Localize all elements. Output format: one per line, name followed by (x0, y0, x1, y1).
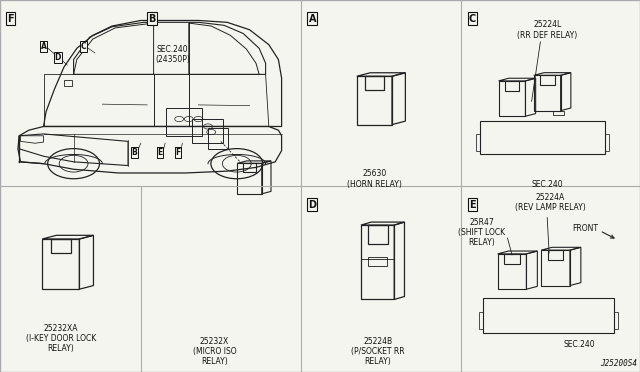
Text: 25224A
(REV LAMP RELAY): 25224A (REV LAMP RELAY) (515, 193, 586, 212)
Text: E: E (469, 200, 476, 209)
Text: D: D (54, 53, 61, 62)
Text: B: B (148, 14, 156, 23)
Text: SEC.240: SEC.240 (563, 340, 595, 349)
Text: 25224B
(P/SOCKET RR
RELAY): 25224B (P/SOCKET RR RELAY) (351, 337, 404, 366)
Bar (208, 128, 228, 149)
Bar (166, 108, 202, 136)
Text: FRONT: FRONT (572, 224, 598, 233)
Text: 25232XA
(I-KEY DOOR LOCK
RELAY): 25232XA (I-KEY DOOR LOCK RELAY) (26, 324, 96, 353)
Bar (614, 312, 618, 330)
Bar (480, 121, 605, 154)
Bar (369, 257, 387, 266)
Bar (483, 298, 614, 333)
Text: A: A (308, 14, 316, 23)
Text: F: F (175, 148, 180, 157)
Text: 25R47
(SHIFT LOCK
RELAY): 25R47 (SHIFT LOCK RELAY) (458, 218, 506, 247)
Text: C: C (468, 14, 476, 23)
Text: B: B (132, 148, 137, 157)
Bar (192, 119, 223, 143)
Text: F: F (8, 14, 14, 23)
Bar (476, 134, 480, 151)
Bar (605, 134, 609, 151)
Text: A: A (40, 42, 47, 51)
Bar (553, 111, 564, 115)
Text: 25224L
(RR DEF RELAY): 25224L (RR DEF RELAY) (517, 20, 577, 40)
Text: SEC.240
(24350P): SEC.240 (24350P) (156, 45, 190, 64)
Bar (479, 312, 483, 330)
Text: C: C (81, 42, 86, 51)
Text: 25232X
(MICRO ISO
RELAY): 25232X (MICRO ISO RELAY) (193, 337, 236, 366)
Text: 25630
(HORN RELAY): 25630 (HORN RELAY) (347, 169, 402, 189)
Text: D: D (308, 200, 316, 209)
Text: SEC.240: SEC.240 (531, 180, 563, 189)
Text: E: E (157, 148, 163, 157)
Text: J25200S4: J25200S4 (600, 359, 637, 368)
